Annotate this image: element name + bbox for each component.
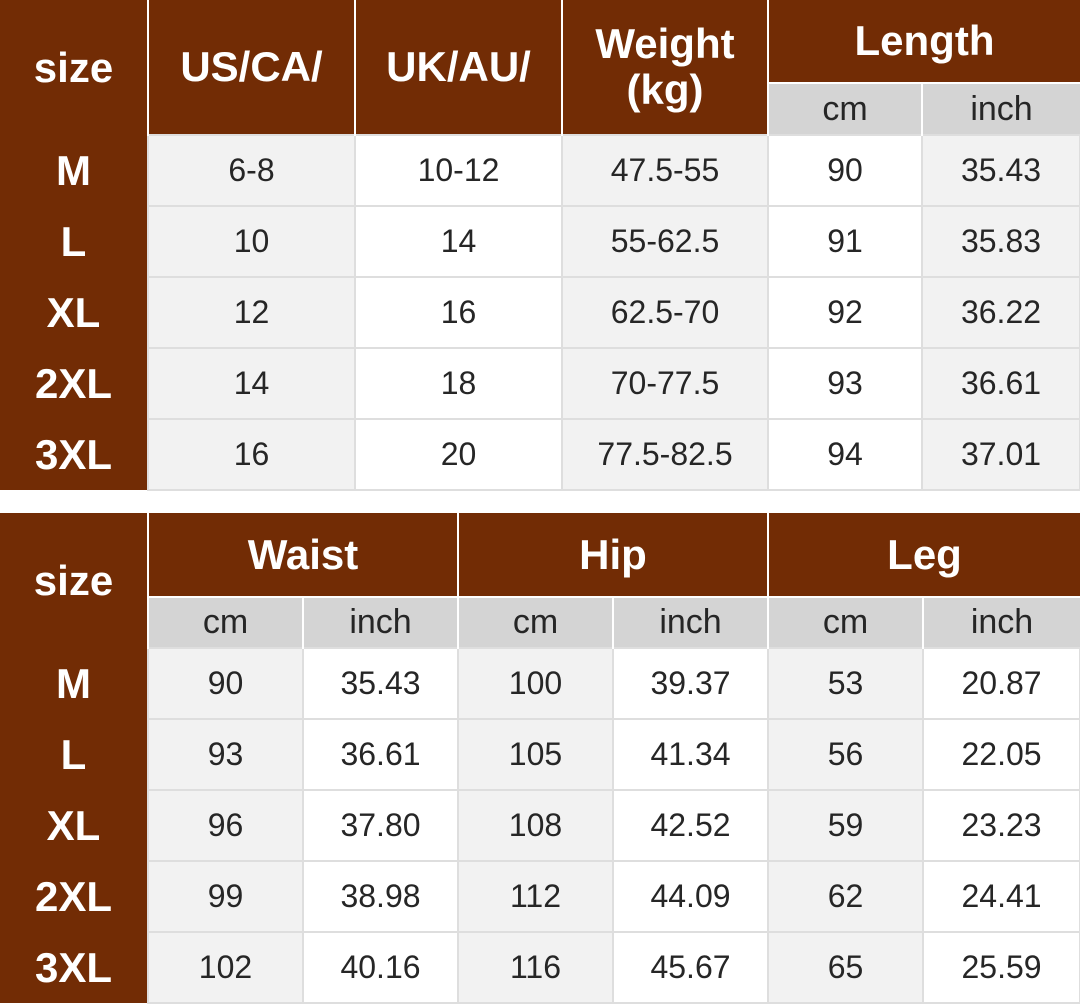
length-cm-header: cm — [767, 83, 922, 135]
length-inch-cell: 35.83 — [921, 205, 1080, 278]
size-header: size — [0, 0, 148, 135]
hip-cm-cell: 108 — [457, 789, 614, 862]
size-label: XL — [0, 277, 148, 348]
uk-au-cell: 16 — [354, 276, 563, 349]
hip-header: Hip — [457, 513, 768, 598]
waist-cm-cell: 93 — [147, 718, 304, 791]
waist-inch-cell: 38.98 — [302, 860, 459, 933]
weight-header: Weight (kg) — [561, 0, 768, 135]
us-ca-cell: 12 — [147, 276, 356, 349]
leg-cm-header: cm — [767, 597, 923, 648]
weight-header-line2: (kg) — [626, 66, 704, 113]
size-label: 2XL — [0, 861, 148, 932]
table-row: M 90 35.43 100 39.37 53 20.87 — [0, 647, 1080, 720]
length-cm-cell: 90 — [767, 134, 923, 207]
leg-inch-cell: 23.23 — [921, 789, 1080, 862]
leg-inch-cell: 25.59 — [921, 931, 1080, 1004]
waist-inch-cell: 35.43 — [302, 647, 459, 720]
size-label: 3XL — [0, 932, 148, 1003]
uk-au-cell: 14 — [354, 205, 563, 278]
size-chart-table-1: size US/CA/ UK/AU/ Weight (kg) Length cm… — [0, 0, 1080, 491]
size-chart-table-2: size Waist Hip Leg cm inch cm inch cm in… — [0, 513, 1080, 1004]
waist-cm-cell: 96 — [147, 789, 304, 862]
us-ca-cell: 14 — [147, 347, 356, 420]
leg-inch-header: inch — [921, 597, 1080, 648]
length-inch-cell: 37.01 — [921, 418, 1080, 491]
length-header: Length — [767, 0, 1080, 84]
waist-cm-header: cm — [147, 597, 303, 648]
uk-au-header: UK/AU/ — [354, 0, 562, 135]
us-ca-cell: 6-8 — [147, 134, 356, 207]
size-label: M — [0, 648, 148, 719]
hip-cm-header: cm — [457, 597, 613, 648]
waist-header: Waist — [147, 513, 458, 598]
weight-header-line1: Weight — [595, 20, 735, 67]
table-2-body: M 90 35.43 100 39.37 53 20.87 L 93 36.61 105 41.34 5… — [0, 647, 1080, 1004]
waist-cm-cell: 99 — [147, 860, 304, 933]
leg-cm-cell: 62 — [767, 860, 924, 933]
length-cm-cell: 94 — [767, 418, 923, 491]
hip-inch-cell: 42.52 — [612, 789, 769, 862]
us-ca-cell: 10 — [147, 205, 356, 278]
length-cm-cell: 93 — [767, 347, 923, 420]
table-row: L 10 14 55-62.5 91 35.83 — [0, 205, 1080, 278]
waist-cm-cell: 102 — [147, 931, 304, 1004]
size-label: 3XL — [0, 419, 148, 490]
weight-cell: 70-77.5 — [561, 347, 769, 420]
uk-au-cell: 10-12 — [354, 134, 563, 207]
hip-cm-cell: 112 — [457, 860, 614, 933]
size-label: 2XL — [0, 348, 148, 419]
length-inch-cell: 35.43 — [921, 134, 1080, 207]
table-row: 2XL 99 38.98 112 44.09 62 24.41 — [0, 860, 1080, 933]
hip-inch-header: inch — [612, 597, 768, 648]
leg-inch-cell: 24.41 — [921, 860, 1080, 933]
hip-inch-cell: 39.37 — [612, 647, 769, 720]
us-ca-header: US/CA/ — [147, 0, 355, 135]
waist-inch-cell: 40.16 — [302, 931, 459, 1004]
length-inch-cell: 36.61 — [921, 347, 1080, 420]
leg-cm-cell: 53 — [767, 647, 924, 720]
leg-cm-cell: 59 — [767, 789, 924, 862]
size-label: M — [0, 135, 148, 206]
waist-inch-header: inch — [302, 597, 458, 648]
leg-header: Leg — [766, 513, 1080, 598]
waist-inch-cell: 36.61 — [302, 718, 459, 791]
hip-inch-cell: 45.67 — [612, 931, 769, 1004]
table-row: 3XL 102 40.16 116 45.67 65 25.59 — [0, 931, 1080, 1004]
hip-cm-cell: 100 — [457, 647, 614, 720]
table-row: 2XL 14 18 70-77.5 93 36.61 — [0, 347, 1080, 420]
length-inch-cell: 36.22 — [921, 276, 1080, 349]
length-cm-cell: 92 — [767, 276, 923, 349]
table-row: L 93 36.61 105 41.34 56 22.05 — [0, 718, 1080, 791]
size-header-2: size — [0, 513, 148, 648]
hip-cm-cell: 116 — [457, 931, 614, 1004]
length-cm-cell: 91 — [767, 205, 923, 278]
hip-inch-cell: 41.34 — [612, 718, 769, 791]
weight-cell: 47.5-55 — [561, 134, 769, 207]
weight-cell: 55-62.5 — [561, 205, 769, 278]
leg-cm-cell: 56 — [767, 718, 924, 791]
size-label: L — [0, 719, 148, 790]
table-row: XL 96 37.80 108 42.52 59 23.23 — [0, 789, 1080, 862]
hip-inch-cell: 44.09 — [612, 860, 769, 933]
waist-cm-cell: 90 — [147, 647, 304, 720]
leg-inch-cell: 20.87 — [921, 647, 1080, 720]
leg-inch-cell: 22.05 — [921, 718, 1080, 791]
table-row: 3XL 16 20 77.5-82.5 94 37.01 — [0, 418, 1080, 491]
weight-cell: 77.5-82.5 — [561, 418, 769, 491]
leg-cm-cell: 65 — [767, 931, 924, 1004]
uk-au-cell: 18 — [354, 347, 563, 420]
table-row: M 6-8 10-12 47.5-55 90 35.43 — [0, 134, 1080, 207]
size-label: XL — [0, 790, 148, 861]
size-label: L — [0, 206, 148, 277]
length-inch-header: inch — [921, 83, 1080, 135]
hip-cm-cell: 105 — [457, 718, 614, 791]
us-ca-cell: 16 — [147, 418, 356, 491]
uk-au-cell: 20 — [354, 418, 563, 491]
table-1-body: M 6-8 10-12 47.5-55 90 35.43 L 10 14 55-62.5 91 35.… — [0, 134, 1080, 491]
waist-inch-cell: 37.80 — [302, 789, 459, 862]
weight-cell: 62.5-70 — [561, 276, 769, 349]
table-row: XL 12 16 62.5-70 92 36.22 — [0, 276, 1080, 349]
